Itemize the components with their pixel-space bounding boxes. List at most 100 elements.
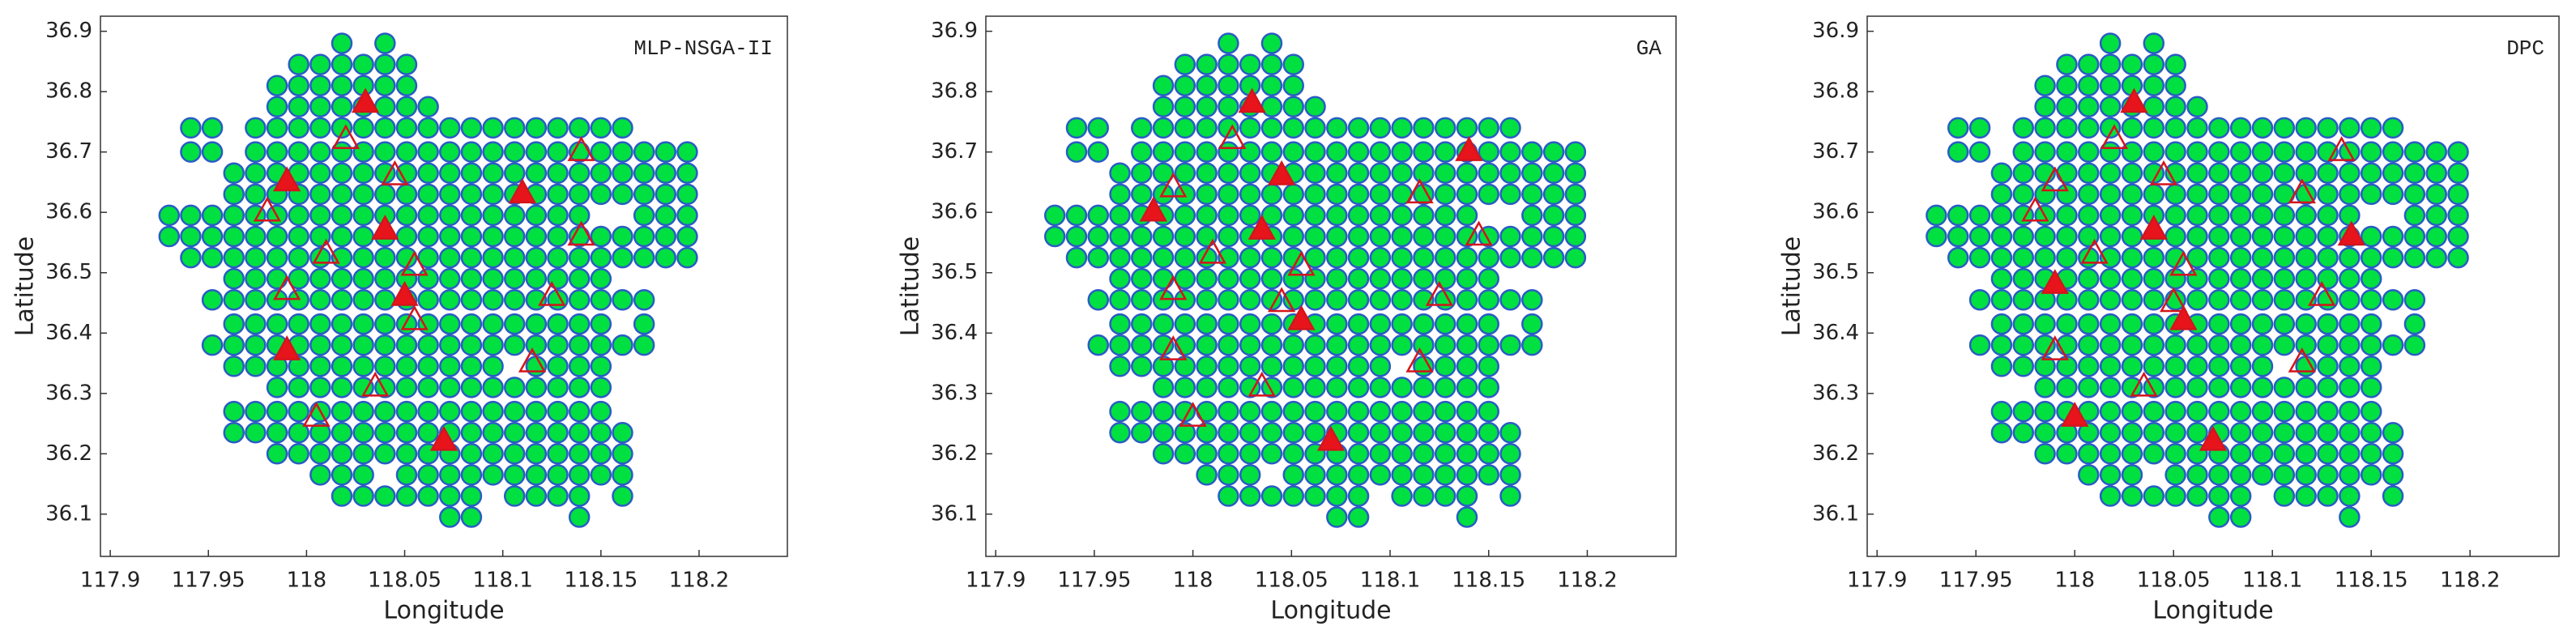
circle-point xyxy=(482,313,504,335)
circle-point xyxy=(2317,246,2339,269)
circle-point xyxy=(2012,117,2035,139)
circle-point xyxy=(201,141,224,163)
circle-point xyxy=(482,225,504,248)
circle-point xyxy=(352,53,374,75)
circle-point xyxy=(568,289,591,311)
circle-point xyxy=(352,485,374,507)
circle-point xyxy=(1391,421,1413,444)
circle-point xyxy=(460,225,483,248)
circle-point xyxy=(439,225,461,248)
circle-point xyxy=(2360,334,2382,356)
circle-point xyxy=(1087,141,1110,163)
x-tick-label: 118 xyxy=(287,569,327,593)
circle-point xyxy=(2251,117,2274,139)
circle-point xyxy=(2143,53,2165,75)
circle-point xyxy=(439,141,461,163)
circle-point xyxy=(1968,225,1991,248)
circle-point xyxy=(2056,377,2078,398)
triangle-point xyxy=(273,335,301,360)
circle-point xyxy=(1499,141,1521,163)
circle-point xyxy=(2295,377,2317,398)
circle-point xyxy=(1109,400,1131,423)
circle-point xyxy=(482,377,504,398)
circle-point xyxy=(655,246,677,269)
circle-point xyxy=(1990,162,2013,185)
circle-point xyxy=(633,204,655,227)
circle-point xyxy=(2164,464,2186,486)
circle-point xyxy=(1282,75,1304,96)
circle-point xyxy=(460,141,483,163)
circle-point xyxy=(2208,506,2230,528)
circle-point xyxy=(288,377,309,398)
circle-point xyxy=(439,267,461,290)
circle-point xyxy=(525,225,548,248)
circle-point xyxy=(1347,421,1370,444)
circle-point xyxy=(1990,400,2013,423)
circle-point xyxy=(1282,334,1304,356)
circle-point xyxy=(2078,464,2100,486)
circle-point xyxy=(1131,117,1153,139)
circle-point xyxy=(1218,96,1239,118)
y-tick-label: 36.5 xyxy=(1812,260,1859,284)
circle-point xyxy=(1152,377,1175,398)
circle-point xyxy=(439,334,461,356)
circle-point xyxy=(1260,96,1283,118)
circle-point xyxy=(1239,334,1261,356)
circle-point xyxy=(1347,400,1370,423)
circle-point xyxy=(2317,443,2339,465)
triangle-point xyxy=(2288,347,2316,373)
circle-point xyxy=(1968,141,1991,163)
circle-point xyxy=(2229,506,2252,528)
circle-point xyxy=(2295,225,2317,248)
circle-point xyxy=(1304,355,1326,377)
circle-point xyxy=(1369,313,1392,335)
circle-point xyxy=(288,400,309,423)
circle-point xyxy=(1174,96,1196,118)
circle-point xyxy=(2295,485,2317,507)
circle-point xyxy=(1499,485,1521,507)
circle-point xyxy=(2339,267,2361,290)
circle-point xyxy=(1499,464,1521,486)
circle-point xyxy=(2056,141,2078,163)
circle-point xyxy=(1109,267,1131,290)
circle-point xyxy=(2186,400,2208,423)
circle-point xyxy=(655,141,677,163)
circle-point xyxy=(568,355,591,377)
circle-point xyxy=(547,246,569,269)
circle-point xyxy=(309,117,331,139)
circle-point xyxy=(395,485,418,507)
circle-point xyxy=(1282,225,1304,248)
circle-point xyxy=(460,313,483,335)
circle-point xyxy=(655,183,677,206)
circle-point xyxy=(1260,313,1283,335)
circle-point xyxy=(2229,443,2252,465)
circle-point xyxy=(266,443,288,465)
circle-point xyxy=(1218,267,1239,290)
circle-point xyxy=(1218,162,1239,185)
circle-point xyxy=(417,377,439,398)
circle-point xyxy=(2295,162,2317,185)
circle-point xyxy=(2078,75,2100,96)
circle-point xyxy=(482,141,504,163)
circle-point xyxy=(2078,162,2100,185)
circle-point xyxy=(2164,75,2186,96)
circle-point xyxy=(331,204,353,227)
panel: 117.9 117.95 118 118.05 118.1 118.15 118.2 36.1… xyxy=(1778,15,2560,625)
circle-point xyxy=(1304,225,1326,248)
circle-point xyxy=(1087,289,1110,311)
circle-point xyxy=(2164,204,2186,227)
circle-point xyxy=(1391,289,1413,311)
circle-point xyxy=(1347,334,1370,356)
circle-point xyxy=(1434,117,1456,139)
circle-point xyxy=(590,246,612,269)
circle-point xyxy=(1499,225,1521,248)
circle-point xyxy=(1369,443,1392,465)
circle-point xyxy=(2078,313,2100,335)
circle-point xyxy=(1260,117,1283,139)
circle-point xyxy=(2447,204,2469,227)
circle-point xyxy=(1391,313,1413,335)
circle-point xyxy=(2208,225,2230,248)
circle-point xyxy=(503,289,526,311)
circle-point xyxy=(439,355,461,377)
